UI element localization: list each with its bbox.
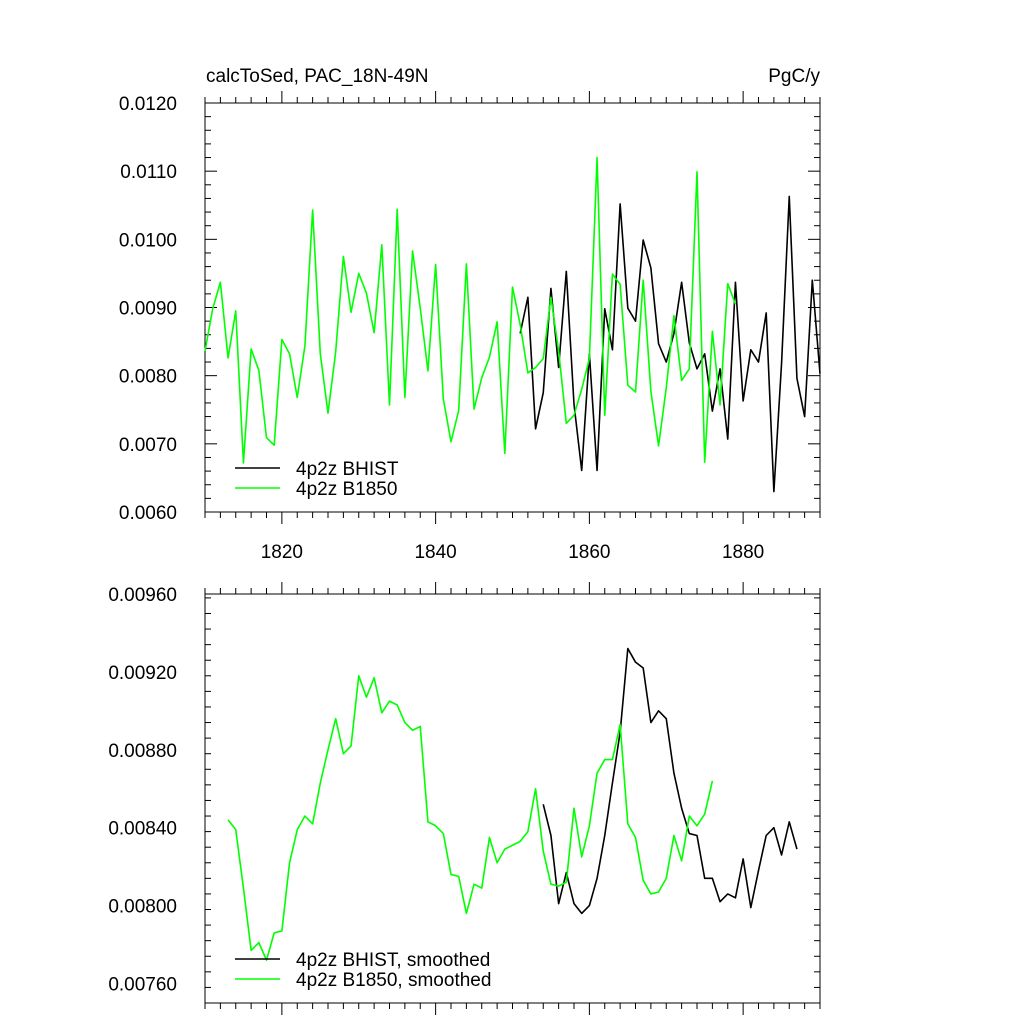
chart2-plot: 0.00760 0.00800 0.00840 0.00880 0.00920 0.009…: [108, 582, 821, 1015]
legend-label: 4p2z B1850: [296, 479, 397, 500]
y-tick-label: 0.0110: [120, 162, 177, 183]
chart1-title: calcToSed, PAC_18N-49N: [206, 66, 428, 87]
y-tick-label: 0.0060: [119, 503, 177, 524]
y-tick-label: 0.0070: [119, 435, 177, 456]
y-tick-label: 0.0080: [119, 367, 177, 388]
y-tick-label: 0.00840: [108, 819, 177, 840]
y-tick-label: 0.0100: [119, 230, 177, 251]
series-line: [519, 195, 821, 493]
series-line: [204, 156, 737, 464]
chart1-plot: 1820 1840 1860 1880 0.0060 0.0070 0.0080 0.0090…: [119, 91, 821, 563]
y-tick-label: 0.0090: [119, 299, 177, 320]
legend-label: 4p2z BHIST: [296, 459, 399, 480]
x-tick-label: 1820: [261, 542, 303, 563]
y-tick-label: 0.00880: [108, 741, 177, 762]
plot-frame: [204, 102, 821, 513]
y-tick-label: 0.00960: [108, 585, 177, 606]
x-tick-label: 1840: [414, 542, 456, 563]
series-line: [542, 647, 798, 915]
legend-label: 4p2z B1850, smoothed: [296, 970, 491, 991]
series-line: [227, 674, 714, 961]
x-tick-label: 1860: [568, 542, 610, 563]
y-tick-label: 0.00760: [108, 975, 177, 996]
plot-frame: [204, 593, 821, 1004]
chart1-units: PgC/y: [768, 66, 820, 87]
x-tick-label: 1880: [722, 542, 764, 563]
y-tick-label: 0.00800: [108, 897, 177, 918]
y-tick-label: 0.00920: [108, 663, 177, 684]
legend-label: 4p2z BHIST, smoothed: [296, 950, 490, 971]
y-tick-label: 0.0120: [119, 94, 177, 115]
